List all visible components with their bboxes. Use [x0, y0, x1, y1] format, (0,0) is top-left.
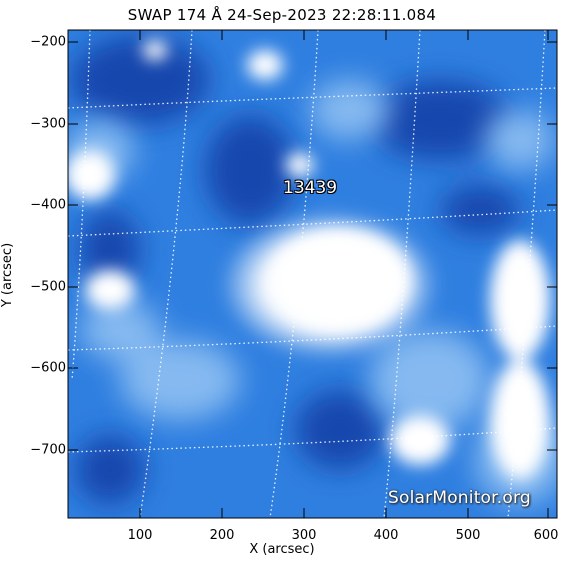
y-tick-label: −300: [30, 116, 66, 132]
y-axis-label: Y (arcsec): [0, 242, 16, 308]
active-region-label: 13439: [283, 178, 338, 198]
y-tick-label: −400: [30, 197, 66, 213]
x-tick-label: 200: [209, 528, 235, 543]
y-tick-label: −700: [30, 442, 66, 458]
x-tick-label: 400: [373, 528, 399, 543]
heliographic-grid: [68, 30, 557, 518]
y-axis-ticks: [68, 41, 557, 451]
x-tick-label: 100: [127, 528, 153, 543]
x-axis-label: X (arcsec): [249, 542, 315, 557]
solar-image: [68, 30, 557, 518]
x-tick-label: 500: [455, 528, 481, 543]
plot-frame: [67, 29, 558, 519]
watermark: SolarMonitor.org: [388, 488, 531, 508]
y-tick-label: −500: [30, 279, 66, 295]
plot-title: SWAP 174 Å 24-Sep-2023 22:28:11.084: [127, 6, 437, 24]
x-tick-label: 300: [291, 528, 317, 543]
y-tick-label: −600: [30, 360, 66, 376]
x-axis-ticks: [139, 30, 549, 518]
x-tick-label: 600: [533, 528, 559, 543]
y-tick-label: −200: [30, 34, 66, 50]
